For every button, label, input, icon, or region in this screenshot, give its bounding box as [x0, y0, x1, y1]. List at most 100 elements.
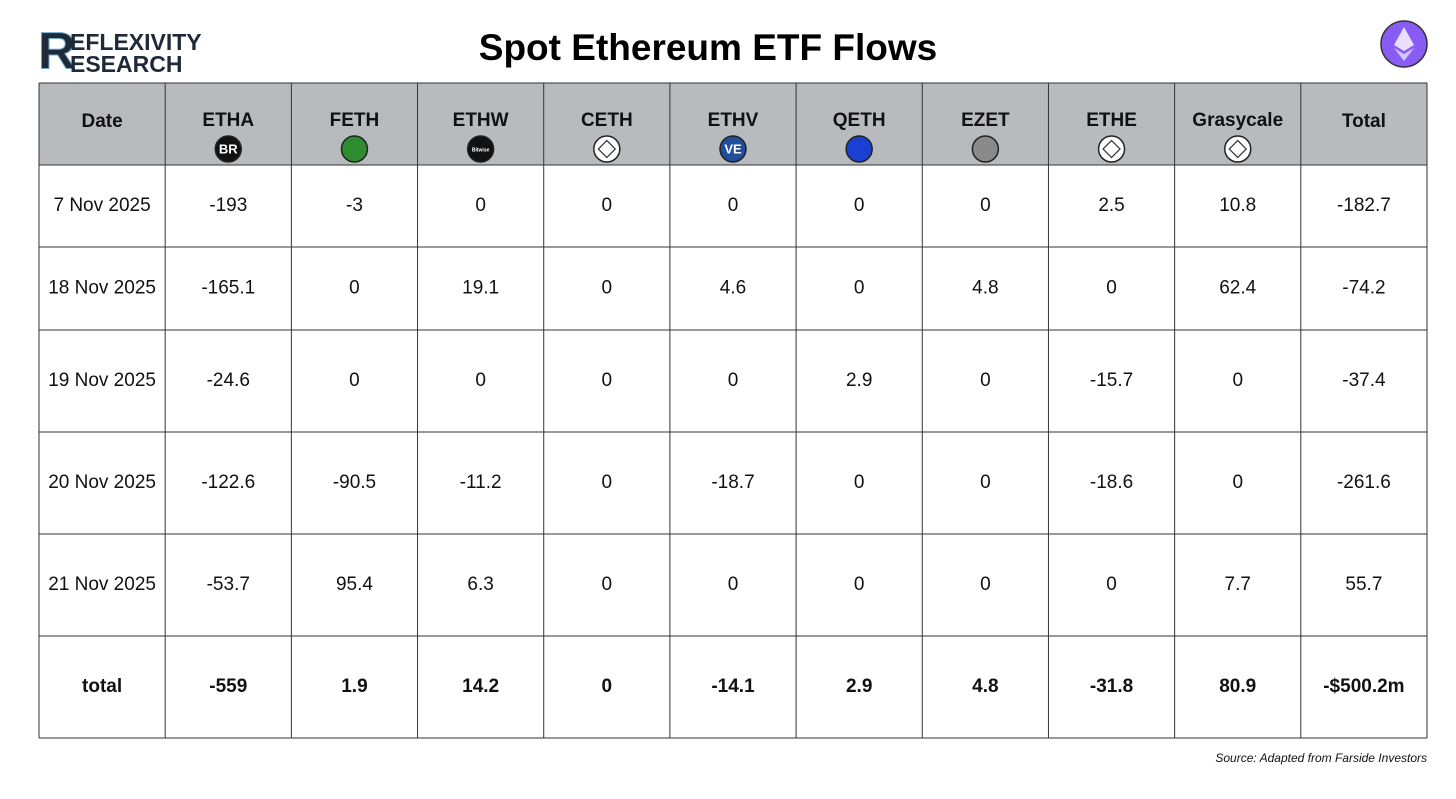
fund-icon	[1223, 135, 1252, 163]
cell-value: 0	[602, 574, 613, 595]
cell-value: 0	[602, 370, 613, 391]
row-label: 21 Nov 2025	[48, 574, 156, 595]
fund-icon	[1097, 135, 1126, 163]
cell-value: 0	[728, 574, 739, 595]
cell-value: 0	[980, 370, 991, 391]
source: Source: Adapted from Farside Investors	[1215, 751, 1427, 765]
fund-icon-glyph	[597, 139, 617, 159]
title: Spot Ethereum ETF Flows	[479, 27, 937, 68]
cell-value: 0	[349, 278, 360, 299]
cell-value: 0	[854, 574, 865, 595]
fund-icon	[340, 135, 369, 163]
cell-value: 0	[1232, 370, 1243, 391]
column-header: FETH	[330, 110, 380, 131]
cell-value: 0	[728, 195, 739, 216]
cell-value: -122.6	[201, 472, 255, 493]
cell-value: -261.6	[1337, 472, 1391, 493]
fund-icon	[971, 135, 1000, 163]
fund-icon	[214, 135, 243, 163]
cell-value: 80.9	[1219, 676, 1256, 697]
fund-icon-text: VE	[724, 141, 742, 156]
fund-icon-text: Bitwise	[472, 147, 490, 153]
cell-value: 10.8	[1219, 195, 1256, 216]
row-label: 7 Nov 2025	[53, 195, 150, 216]
cell-value: -53.7	[207, 574, 250, 595]
cell-value: 0	[854, 472, 865, 493]
cell-value: 0	[475, 370, 486, 391]
column-header: EZET	[961, 110, 1010, 131]
fund-icon	[845, 135, 873, 163]
cell-value: 95.4	[336, 574, 373, 595]
cell-value: -14.1	[711, 676, 755, 697]
cell-value: -18.7	[711, 472, 754, 493]
cell-value: 0	[980, 574, 991, 595]
cell-value: -165.1	[201, 278, 255, 299]
row-label: 18 Nov 2025	[48, 278, 156, 299]
cell-value: 0	[1232, 472, 1243, 493]
cell-value: 55.7	[1345, 574, 1382, 595]
column-header: ETHV	[708, 110, 759, 131]
cell-value: 2.5	[1098, 195, 1124, 216]
cell-value: 0	[349, 370, 360, 391]
cell-value: 0	[602, 195, 613, 216]
cell-value: 4.8	[972, 278, 998, 299]
logo-line2: ESEARCH	[70, 51, 182, 77]
eth-logo	[1380, 20, 1428, 68]
logo-letter: R	[38, 23, 76, 81]
cell-value: -193	[209, 195, 247, 216]
column-header: Total	[1342, 111, 1386, 132]
cell-value: -3	[346, 195, 363, 216]
cell-value: -$500.2m	[1323, 676, 1404, 697]
cell-value: 14.2	[462, 676, 499, 697]
cell-value: 0	[475, 195, 486, 216]
cell-value: 0	[980, 472, 991, 493]
cell-value: 0	[728, 370, 739, 391]
cell-value: 0	[1106, 278, 1117, 299]
cell-value: -18.6	[1090, 472, 1133, 493]
row-label: total	[82, 676, 122, 697]
logo-line1: EFLEXIVITY	[70, 29, 202, 55]
cell-value: 0	[602, 278, 613, 299]
row-label: 19 Nov 2025	[48, 370, 156, 391]
cell-value: -24.6	[207, 370, 250, 391]
cell-value: 0	[854, 195, 865, 216]
cell-value: 62.4	[1219, 278, 1256, 299]
column-header: QETH	[833, 110, 886, 131]
fund-icon	[466, 135, 495, 163]
cell-value: 0	[854, 278, 865, 299]
eth-diamond-top	[1394, 27, 1414, 51]
column-header: Date	[81, 111, 122, 132]
row-label: 20 Nov 2025	[48, 472, 156, 493]
column-header: ETHA	[202, 110, 254, 131]
cell-value: -37.4	[1342, 370, 1386, 391]
fund-icon	[719, 135, 747, 163]
cell-value: 2.9	[846, 676, 872, 697]
fund-icon-glyph	[1102, 139, 1121, 159]
cell-value: 6.3	[467, 574, 493, 595]
cell-value: -15.7	[1090, 370, 1133, 391]
cell-value: -31.8	[1090, 676, 1133, 697]
fund-icon-text: BR	[219, 141, 238, 156]
cell-value: 0	[602, 676, 613, 697]
cell-value: 0	[1106, 574, 1117, 595]
column-header: CETH	[581, 110, 633, 131]
cell-value: -90.5	[333, 472, 376, 493]
cell-value: 1.9	[341, 676, 367, 697]
fund-icon	[593, 135, 621, 163]
cell-value: 0	[980, 195, 991, 216]
cell-value: 4.6	[720, 278, 746, 299]
column-header: ETHE	[1086, 110, 1137, 131]
column-header: Grasycale	[1192, 110, 1283, 131]
cell-value: 0	[602, 472, 613, 493]
cell-value: 7.7	[1225, 574, 1251, 595]
fund-icon-glyph	[1228, 139, 1248, 159]
column-header: ETHW	[453, 110, 509, 131]
cell-value: -74.2	[1342, 278, 1385, 299]
cell-value: 2.9	[846, 370, 872, 391]
cell-value: -559	[209, 676, 247, 697]
cell-value: 4.8	[972, 676, 998, 697]
cell-value: -182.7	[1337, 195, 1391, 216]
eth-diamond-bottom	[1394, 48, 1414, 61]
logo: R EFLEXIVITY ESEARCH	[38, 22, 202, 81]
